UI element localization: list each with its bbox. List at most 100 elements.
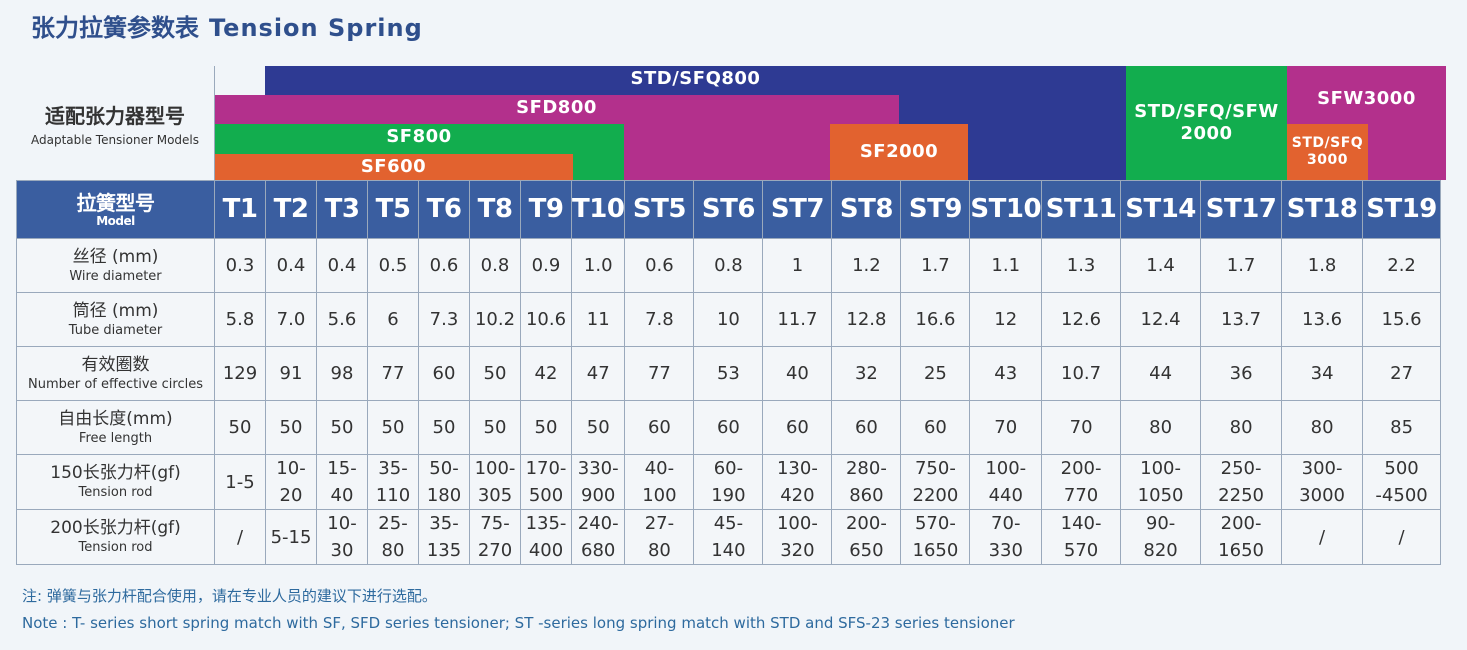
table-cell: 50 [316,400,368,455]
table-cell: 60 [693,400,764,455]
table-cell: 1 [762,238,833,293]
model-header-cell: T6 [418,180,470,239]
model-header-cell: T10 [570,180,626,239]
table-cell: 13.7 [1200,292,1283,347]
table-cell: 300- 3000 [1281,454,1364,510]
table-cell: 70 [969,400,1043,455]
table-cell: 25 [900,346,971,401]
table-cell: 47 [570,346,626,401]
table-cell: 50 [520,400,572,455]
table-cell: 250- 2250 [1200,454,1283,510]
spec-table: 拉簧型号 Model T1 T2 T3 T5 T6 T8 T9 T10 ST5 ST6 ST7 ST8… [16,180,1442,565]
table-cell: 10.6 [520,292,572,347]
table-cell: 10 [693,292,764,347]
table-cell: 12.6 [1041,292,1122,347]
table-cell: 60- 190 [693,454,764,510]
table-cell: / [1362,509,1442,565]
table-row: 自由长度(mm) Free length 50 50 50 50 50 50 50 50 60 60 6… [16,400,1442,455]
table-cell: 60 [418,346,470,401]
model-header-cell: T9 [520,180,572,239]
model-header-cell: ST7 [762,180,833,239]
table-cell: 50 [367,400,419,455]
table-cell: 77 [624,346,695,401]
row-label: 200长张力杆(gf) Tension rod [16,509,215,565]
model-label-cell: 拉簧型号 Model [16,180,215,239]
table-cell: 70 [1041,400,1122,455]
model-header-cell: ST17 [1200,180,1283,239]
table-cell: / [214,509,266,565]
row-label: 自由长度(mm) Free length [16,400,215,455]
table-cell: 0.3 [214,238,266,293]
row-label: 丝径 (mm) Wire diameter [16,238,215,293]
table-cell: 12 [969,292,1043,347]
table-cell: 50 [570,400,626,455]
table-cell: / [1281,509,1364,565]
band-std-sfq-sfw2000: STD/SFQ/SFW 2000 [1126,66,1287,180]
page-title-zh: 张力拉簧参数表 [31,14,199,42]
table-cell: 12.8 [831,292,902,347]
band-sf2000: SF2000 [830,124,968,180]
table-cell: 100- 305 [469,454,521,510]
model-header-row: 拉簧型号 Model T1 T2 T3 T5 T6 T8 T9 T10 ST5 ST6 ST7 ST8… [16,180,1442,239]
table-cell: 750- 2200 [900,454,971,510]
table-cell: 7.3 [418,292,470,347]
table-cell: 32 [831,346,902,401]
table-cell: 15.6 [1362,292,1442,347]
table-cell: 25- 80 [367,509,419,565]
model-header-cell: ST10 [969,180,1043,239]
table-cell: 35- 135 [418,509,470,565]
note-en: Note : T- series short spring match with… [22,614,1015,632]
table-cell: 50 [265,400,317,455]
table-cell: 34 [1281,346,1364,401]
table-cell: 45- 140 [693,509,764,565]
table-cell: 100- 320 [762,509,833,565]
table-row: 200长张力杆(gf) Tension rod/5-15 10- 30 25- 80 3… [16,509,1442,565]
table-cell: 240- 680 [570,509,626,565]
table-cell: 1-5 [214,454,266,510]
row-label: 150长张力杆(gf) Tension rod [16,454,215,510]
table-cell: 36 [1200,346,1283,401]
table-cell: 0.8 [469,238,521,293]
table-cell: 60 [900,400,971,455]
table-cell: 570- 1650 [900,509,971,565]
table-cell: 40- 100 [624,454,695,510]
table-cell: 16.6 [900,292,971,347]
table-cell: 5-15 [265,509,317,565]
table-cell: 0.9 [520,238,572,293]
table-cell: 77 [367,346,419,401]
table-cell: 100- 1050 [1120,454,1202,510]
table-cell: 200- 650 [831,509,902,565]
adaptable-models-label: 适配张力器型号 Adaptable Tensioner Models [16,66,215,180]
model-header-cell: ST8 [831,180,902,239]
table-cell: 10.2 [469,292,521,347]
table-cell: 11 [570,292,626,347]
table-cell: 100- 440 [969,454,1043,510]
model-header-cell: T1 [214,180,266,239]
model-header-cell: ST11 [1041,180,1122,239]
table-cell: 10- 20 [265,454,317,510]
table-cell: 5.6 [316,292,368,347]
model-header-cell: ST5 [624,180,695,239]
table-cell: 27 [1362,346,1442,401]
table-cell: 0.8 [693,238,764,293]
table-cell: 129 [214,346,266,401]
table-cell: 2.2 [1362,238,1442,293]
model-header-cell: T8 [469,180,521,239]
table-cell: 80 [1200,400,1283,455]
table-cell: 60 [831,400,902,455]
table-row: 筒径 (mm) Tube diameter 5.8 7.0 5.6 6 7.3 10.2 10.… [16,292,1442,347]
table-cell: 50 [469,346,521,401]
table-cell: 12.4 [1120,292,1202,347]
table-cell: 0.6 [624,238,695,293]
row-label: 有效圈数 Number of effective circles [16,346,215,401]
table-cell: 43 [969,346,1043,401]
table-cell: 500 -4500 [1362,454,1442,510]
table-cell: 13.6 [1281,292,1364,347]
table-cell: 1.3 [1041,238,1122,293]
table-cell: 53 [693,346,764,401]
table-row: 有效圈数 Number of effective circles 129 91 98 77… [16,346,1442,401]
table-cell: 42 [520,346,572,401]
table-cell: 1.0 [570,238,626,293]
table-cell: 0.5 [367,238,419,293]
table-cell: 70- 330 [969,509,1043,565]
